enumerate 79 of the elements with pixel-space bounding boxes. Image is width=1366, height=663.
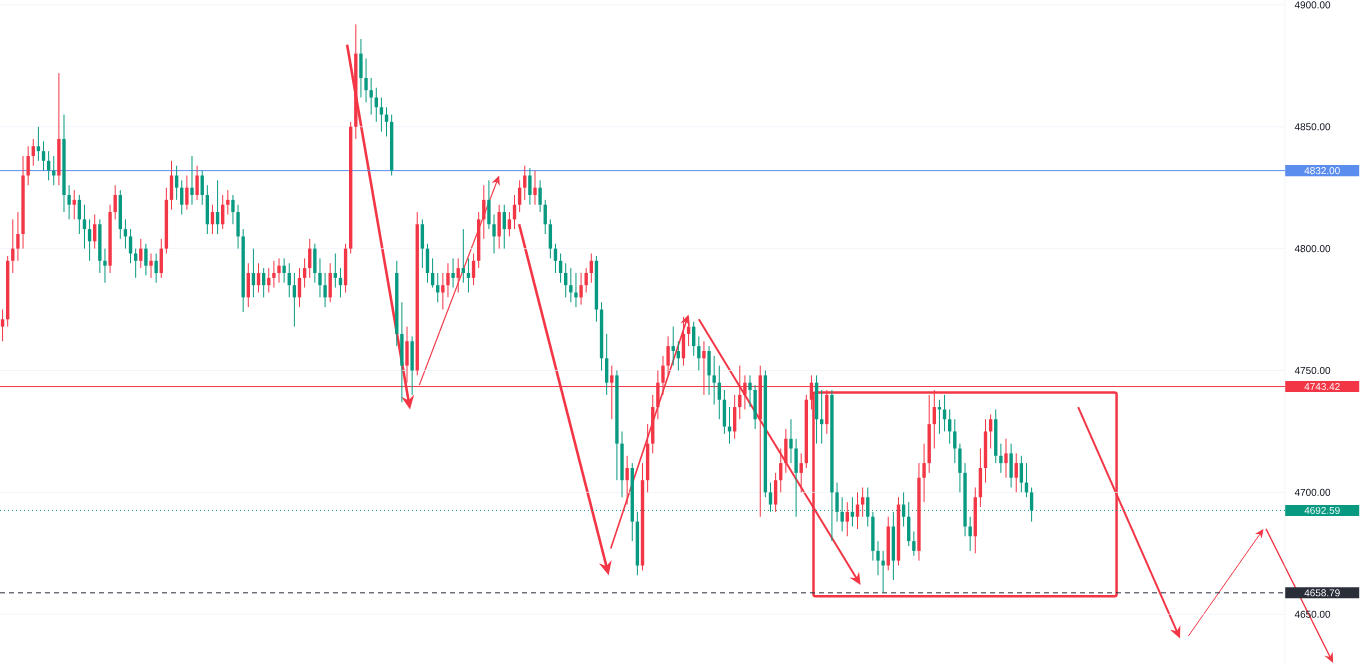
candlestick	[0, 309, 5, 342]
candlestick	[302, 257, 307, 289]
candlestick	[231, 194, 235, 225]
candlestick	[277, 257, 281, 284]
candlestick	[190, 155, 194, 206]
candlestick	[144, 243, 148, 276]
candlestick	[374, 87, 378, 123]
candlestick	[103, 248, 107, 284]
candlestick	[195, 165, 199, 201]
candlestick	[820, 389, 824, 445]
candlestick	[1004, 438, 1008, 479]
candlestick	[149, 253, 153, 279]
candlestick	[666, 335, 670, 376]
candlestick	[333, 253, 338, 289]
candlestick	[1014, 452, 1018, 493]
candlestick	[282, 257, 286, 284]
y-tick-label: 4700.00	[1294, 488, 1331, 496]
candlestick	[82, 204, 87, 250]
candlestick	[226, 189, 230, 215]
candlestick	[507, 211, 512, 237]
ref-line-label: 4743.42	[1304, 383, 1340, 391]
candlestick	[369, 77, 373, 116]
candlestick	[461, 228, 466, 284]
candlestick	[579, 272, 583, 306]
candlestick	[533, 170, 537, 206]
candlestick	[845, 501, 849, 537]
candlestick	[876, 540, 880, 576]
candlestick	[942, 394, 947, 432]
candlestick	[46, 150, 51, 181]
candlestick	[31, 138, 35, 167]
candlestick	[574, 272, 578, 308]
candlestick	[200, 170, 204, 206]
candlestick	[456, 257, 460, 293]
candlestick	[26, 145, 30, 186]
candlestick	[528, 167, 532, 206]
candlestick	[999, 443, 1003, 474]
candlestick	[850, 496, 855, 527]
candlestick	[492, 214, 496, 254]
candlestick	[364, 57, 368, 103]
candlestick	[323, 272, 327, 308]
candlestick	[318, 257, 322, 298]
candlestick	[41, 140, 46, 172]
candlestick	[625, 455, 629, 506]
candlestick	[466, 257, 471, 293]
candlestick	[912, 530, 916, 557]
candlestick	[748, 374, 752, 408]
ref-line-label: 4832.00	[1304, 167, 1340, 175]
y-tick-label: 4750.00	[1294, 366, 1331, 375]
candlestick	[272, 260, 276, 289]
candlestick	[185, 174, 189, 211]
ref-line-label: 4658.79	[1304, 589, 1340, 597]
candlestick	[16, 211, 20, 262]
candlestick	[712, 355, 716, 406]
y-tick-label: 4900.00	[1294, 1, 1331, 9]
candlestick	[523, 165, 527, 201]
candlestick	[799, 452, 803, 493]
candlestick	[174, 165, 179, 201]
candlestick	[451, 257, 455, 289]
candlestick	[133, 248, 138, 279]
candlestick	[1019, 455, 1024, 493]
ref-line-label: 4692.59	[1304, 506, 1340, 514]
candlestick	[968, 516, 972, 552]
candlestick	[67, 184, 71, 220]
candlestick	[860, 487, 865, 518]
candlestick	[379, 96, 384, 133]
candlestick	[671, 326, 675, 367]
candlestick	[36, 126, 41, 162]
y-tick-label: 4800.00	[1294, 245, 1331, 253]
candlestick	[72, 189, 76, 220]
candlestick	[569, 267, 573, 303]
candlestick	[154, 253, 158, 284]
candlestick	[697, 335, 701, 371]
candlestick	[538, 179, 542, 213]
candlestick	[441, 272, 445, 311]
candlestick	[922, 443, 926, 503]
candlestick	[446, 262, 450, 298]
y-tick-label: 4850.00	[1294, 123, 1331, 131]
candlestick	[881, 550, 885, 593]
candlestick	[789, 418, 793, 464]
